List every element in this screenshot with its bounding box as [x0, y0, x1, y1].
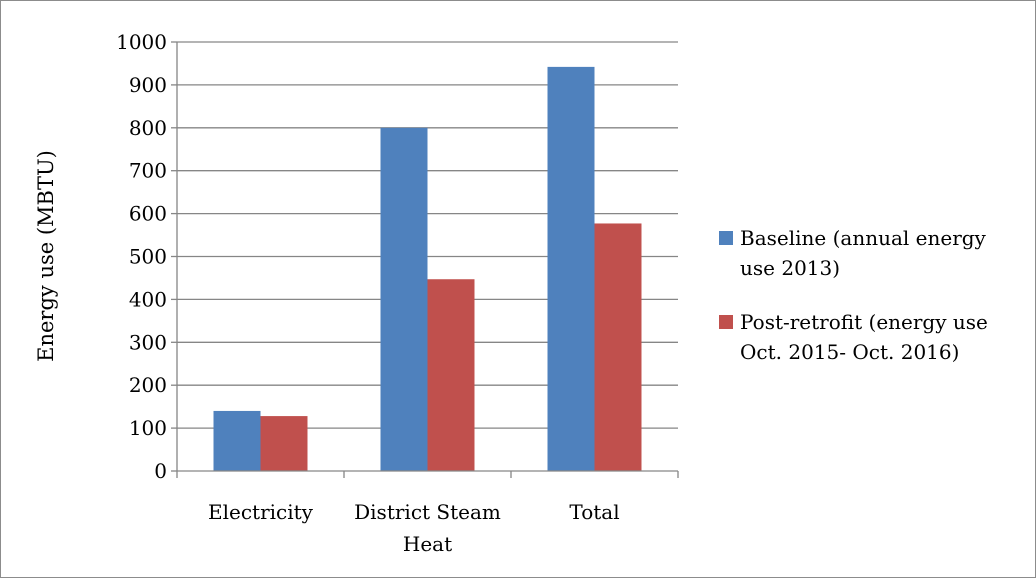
y-axis-title: Energy use (MBTU)	[34, 150, 58, 362]
y-tick-label: 400	[129, 287, 167, 311]
bar-post-retrofit	[594, 223, 642, 471]
legend-swatch	[719, 315, 733, 329]
y-tick-label: 0	[154, 459, 167, 483]
bar-baseline	[547, 66, 595, 471]
y-tick-label: 800	[129, 116, 167, 140]
y-tick-label: 900	[129, 73, 167, 97]
bar-post-retrofit	[260, 416, 308, 471]
x-category-label: Electricity	[208, 500, 314, 524]
bars	[213, 66, 642, 472]
y-tick-label: 100	[129, 416, 167, 440]
axes	[171, 41, 679, 478]
bar-baseline	[213, 410, 261, 471]
legend-label: Post-retrofit (energy use	[740, 310, 988, 334]
y-tick-label: 600	[129, 202, 167, 226]
legend-label: use 2013)	[740, 256, 840, 280]
legend-label: Oct. 2015- Oct. 2016)	[740, 340, 959, 364]
x-category-label: District Steam	[354, 500, 501, 524]
legend-label: Baseline (annual energy	[740, 226, 987, 250]
y-tick-labels: 0 100 200 300 400 500 600 700 800 900 1000	[116, 30, 167, 483]
bar-baseline	[380, 127, 428, 472]
y-tick-label: 200	[129, 373, 167, 397]
bar-post-retrofit	[427, 279, 475, 471]
legend: Baseline (annual energy use 2013) Post-ret…	[719, 226, 988, 364]
x-category-label: Heat	[403, 532, 452, 556]
x-category-label: Total	[569, 500, 619, 524]
category-labels: Electricity District Steam Heat Total	[208, 500, 620, 556]
y-tick-label: 300	[129, 330, 167, 354]
y-tick-label: 500	[129, 245, 167, 269]
y-tick-label: 700	[129, 159, 167, 183]
legend-swatch	[719, 231, 733, 245]
y-tick-label: 1000	[116, 30, 167, 54]
